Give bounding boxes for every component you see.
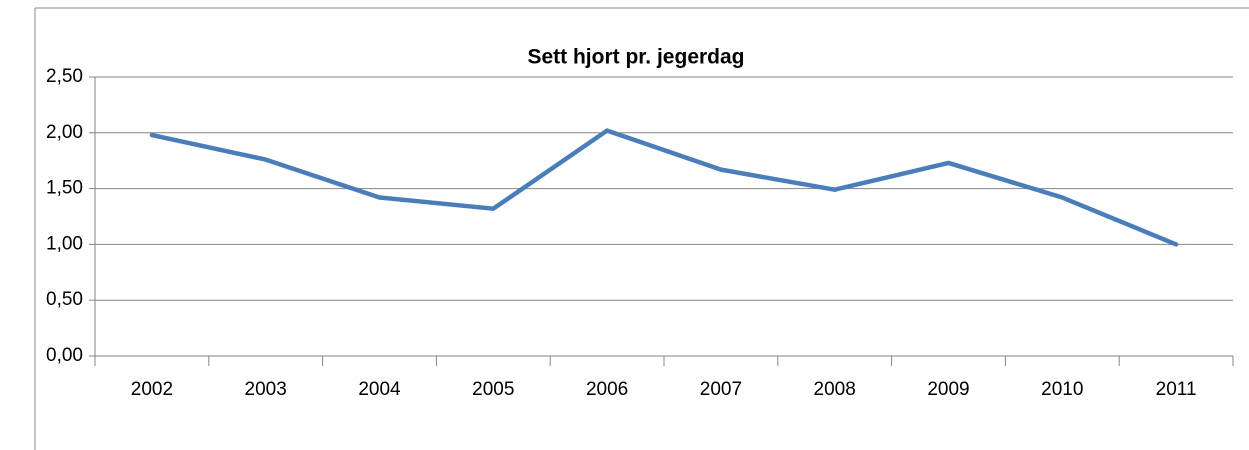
x-tick-label: 2007 xyxy=(700,379,742,400)
x-tick-label: 2002 xyxy=(131,379,173,400)
x-tick-label: 2005 xyxy=(472,379,514,400)
y-tick-label: 1,00 xyxy=(46,233,83,254)
y-tick-label: 0,00 xyxy=(46,345,83,366)
y-tick-label: 2,00 xyxy=(46,122,83,143)
x-tick-label: 2009 xyxy=(927,379,969,400)
x-tick-label: 2004 xyxy=(358,379,401,400)
x-tick-label: 2008 xyxy=(814,379,856,400)
x-tick-label: 2006 xyxy=(586,379,628,400)
x-tick-label: 2011 xyxy=(1156,379,1197,400)
y-tick-label: 1,50 xyxy=(46,178,83,199)
x-tick-label: 2010 xyxy=(1041,379,1083,400)
data-line xyxy=(149,128,1179,247)
chart-title: Sett hjort pr. jegerdag xyxy=(527,46,744,69)
x-tick-label: 2003 xyxy=(245,379,287,400)
y-tick-label: 0,50 xyxy=(46,289,83,310)
y-tick-label: 2,50 xyxy=(46,66,83,87)
